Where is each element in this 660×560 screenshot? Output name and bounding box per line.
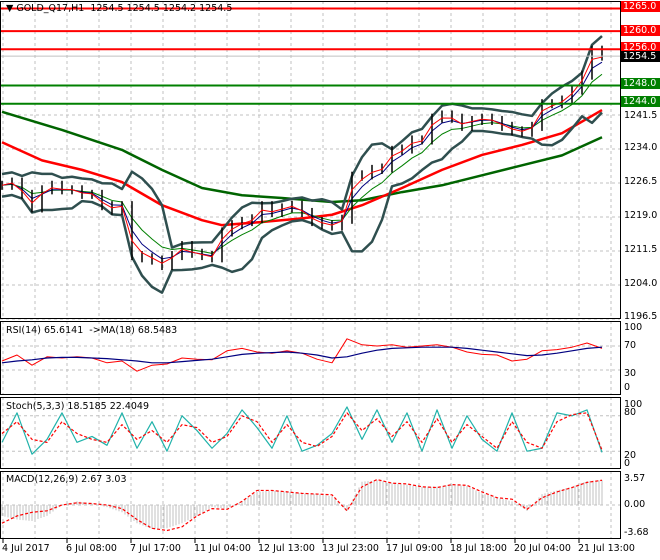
stoch-main-line [1, 406, 603, 455]
macd-tick: 3.57 [624, 473, 646, 484]
stoch-tick: 100 [624, 399, 643, 410]
rsi-tick: 100 [624, 322, 643, 333]
time-label: 18 Jul 18:00 [450, 543, 507, 554]
time-label: 13 Jul 23:00 [322, 543, 379, 554]
stoch-tick: 80 [624, 407, 637, 418]
time-label: 21 Jul 13:00 [578, 543, 635, 554]
panel-border [0, 397, 621, 469]
level-tag-1244: 1244.0 [621, 96, 660, 107]
rsi-ma-line [1, 346, 603, 364]
symbol-ohlc: GOLD_Q17,H1 1254.5 1254.5 1254.2 1254.5 [16, 3, 233, 14]
macd-label: MACD(12,26,9) 2.67 3.03 [6, 474, 127, 485]
ema-green-line [1, 73, 603, 254]
price-tick: 1211.5 [624, 244, 658, 255]
stoch-signal-line [1, 412, 603, 451]
price-tick: 1241.5 [624, 110, 658, 121]
level-tag-1260: 1260.0 [621, 25, 660, 36]
level-tag-1265: 1265.0 [621, 1, 660, 12]
time-label: 6 Jul 08:00 [66, 543, 117, 554]
macd-tick: -3.68 [624, 527, 649, 538]
macd-tick: 0.00 [624, 499, 646, 510]
rsi-tick: 0 [624, 382, 631, 393]
time-label: 7 Jul 17:00 [130, 543, 181, 554]
stoch-tick: 20 [624, 450, 637, 461]
macd-signal-line [1, 478, 603, 532]
price-tick: 1219.0 [624, 210, 658, 221]
ema-blue-line [1, 61, 603, 260]
panel-border [0, 1, 621, 319]
level-tag-1248: 1248.0 [621, 78, 660, 89]
level-tag-1256: 1256.0 [621, 42, 660, 53]
rsi-tick: 70 [624, 340, 637, 351]
time-label: 20 Jul 04:00 [514, 543, 571, 554]
panel-border [0, 321, 621, 395]
time-label: 17 Jul 09:00 [386, 543, 443, 554]
bollinger-upper-band [1, 35, 603, 249]
rsi-tick: 30 [624, 368, 637, 379]
price-tick: 1234.0 [624, 142, 658, 153]
time-label: 4 Jul 2017 [2, 543, 50, 554]
price-tick: 1226.5 [624, 176, 658, 187]
rsi-line [1, 338, 603, 372]
panel-border [0, 471, 621, 539]
time-label: 12 Jul 13:00 [258, 543, 315, 554]
stoch-tick: 0 [624, 458, 631, 469]
ma-slow-red-line [1, 108, 603, 227]
ema-red-line [1, 56, 603, 264]
collapse-triangle-icon[interactable]: ▼ [6, 3, 17, 14]
stoch-label: Stoch(5,3,3) 18.5185 22.4049 [6, 401, 150, 412]
rsi-label: RSI(14) 65.6141 ->MA(18) 68.5483 [6, 325, 178, 336]
price-tick: 1196.5 [624, 311, 658, 322]
symbol-info: ▼ GOLD_Q17,H1 1254.5 1254.5 1254.2 1254.… [6, 3, 232, 14]
time-label: 11 Jul 04:00 [194, 543, 251, 554]
current-price-tag: 1254.5 [621, 51, 660, 62]
price-tick: 1204.0 [624, 278, 658, 289]
